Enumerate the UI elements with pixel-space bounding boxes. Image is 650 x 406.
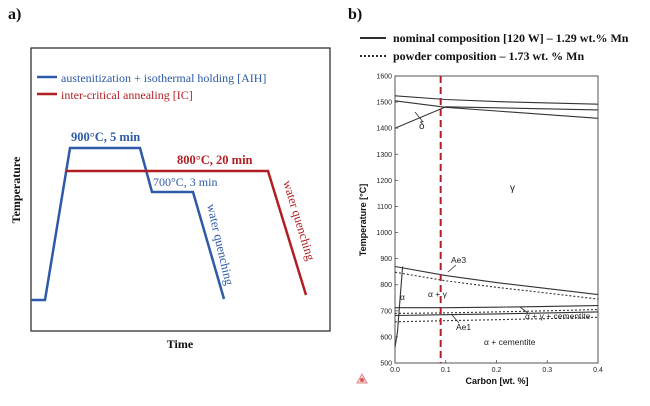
powder-upper-ae1-line bbox=[394, 308, 599, 314]
nominal-solidus-line bbox=[394, 100, 599, 119]
nominal-delta-boundary-line bbox=[394, 106, 599, 129]
aih-cycle-line bbox=[31, 146, 226, 302]
ic-cycle-line bbox=[66, 169, 308, 296]
leader-alpha-gamma-cementite bbox=[519, 306, 529, 314]
y-tick-label-600: 600 bbox=[380, 334, 392, 341]
legend-powder-label: powder composition – 1.73 wt. % Mn bbox=[393, 49, 584, 63]
phase-lines bbox=[394, 95, 599, 348]
y-tick-label-1000: 1000 bbox=[376, 230, 392, 237]
annotation-900c: 900°C, 5 min bbox=[71, 130, 140, 144]
phase-label-alpha-cementite: α + cementite bbox=[484, 337, 536, 347]
nominal-ae3-line bbox=[394, 265, 599, 296]
y-tick-label-700: 700 bbox=[380, 308, 392, 315]
leader-ae3 bbox=[447, 264, 457, 273]
panel-a-label: a) bbox=[8, 6, 22, 23]
phase-label-gamma: γ bbox=[510, 183, 515, 194]
legend-ic-label: inter-critical annealing [IC] bbox=[61, 88, 193, 102]
panel-a-chart: austenitization + isothermal holding [AI… bbox=[9, 47, 331, 351]
panel-b-ticks: 500 600 700 800 900 1000 1100 1200 1300 1400 1500 1… bbox=[376, 74, 603, 375]
annotation-800c: 800°C, 20 min bbox=[177, 153, 253, 167]
nominal-liquidus-line bbox=[394, 95, 599, 105]
leader-ae1 bbox=[451, 314, 460, 324]
phase-label-ae1: Ae1 bbox=[456, 322, 471, 332]
y-tick-label-1400: 1400 bbox=[376, 126, 392, 133]
software-logo bbox=[356, 372, 368, 384]
y-tick-label-1500: 1500 bbox=[376, 100, 392, 107]
y-tick-label-500: 500 bbox=[380, 361, 392, 368]
panel-a-x-axis-label: Time bbox=[167, 337, 194, 351]
phase-label-delta: δ bbox=[419, 121, 425, 132]
y-tick-label-800: 800 bbox=[380, 282, 392, 289]
nominal-ae1-line bbox=[394, 311, 599, 317]
y-tick-label-1200: 1200 bbox=[376, 178, 392, 185]
legend-nominal-label: nominal composition [120 W] – 1.29 wt.% … bbox=[393, 31, 629, 45]
legend-aih-label: austenitization + isothermal holding [AI… bbox=[61, 71, 266, 85]
x-tick-label-0.1: 0.1 bbox=[441, 367, 451, 374]
panel-a-y-axis-label: Temperature bbox=[9, 156, 23, 223]
panel-a-plot-frame bbox=[30, 47, 331, 332]
nominal-alpha-solvus-line bbox=[394, 266, 404, 348]
phase-label-ae3: Ae3 bbox=[451, 255, 466, 265]
x-tick-label-0.0: 0.0 bbox=[390, 367, 400, 374]
annotation-700c: 700°C, 3 min bbox=[153, 175, 217, 189]
phase-label-alpha: α bbox=[400, 292, 405, 302]
y-tick-label-1600: 1600 bbox=[376, 74, 392, 81]
x-tick-label-0.4: 0.4 bbox=[593, 367, 603, 374]
nominal-upper-ae1-line bbox=[395, 305, 599, 309]
powder-ae1-line bbox=[394, 316, 599, 323]
panel-b-chart: nominal composition [120 W] – 1.29 wt.% … bbox=[356, 31, 629, 386]
phase-label-alpha-gamma-cementite: α + γ + cementite bbox=[525, 311, 591, 321]
leader-delta bbox=[414, 111, 424, 123]
panel-b-x-axis-label: Carbon [wt. %] bbox=[466, 376, 529, 386]
phase-label-alpha-gamma: α + γ bbox=[428, 289, 448, 299]
x-tick-label-0.2: 0.2 bbox=[492, 367, 502, 374]
annotation-water-quenching-ic: water quenching bbox=[280, 179, 318, 263]
panel-b-y-axis-label: Temperature [°C] bbox=[358, 184, 368, 256]
x-tick-label-0.3: 0.3 bbox=[542, 367, 552, 374]
y-tick-label-1100: 1100 bbox=[377, 204, 392, 211]
powder-ae3-line bbox=[394, 271, 599, 300]
y-tick-label-900: 900 bbox=[380, 256, 392, 263]
panel-b-label: b) bbox=[348, 6, 363, 23]
y-tick-label-1300: 1300 bbox=[376, 152, 392, 159]
